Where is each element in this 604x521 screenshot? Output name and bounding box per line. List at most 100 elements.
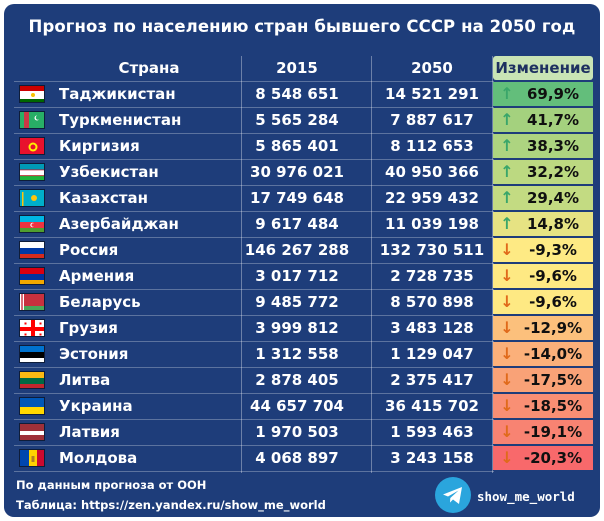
- change-cell: ↑ 41,7%: [493, 108, 593, 132]
- country-name: Литва: [59, 371, 111, 389]
- flag-kyrgyzstan-icon: [19, 137, 45, 155]
- channel-name[interactable]: show_me_world: [477, 489, 575, 504]
- table-row: Беларусь 9 485 772 8 570 898 ↓ -9,6%: [14, 290, 594, 314]
- table-row: Россия 146 267 288 132 730 511 ↓ -9,3%: [14, 238, 594, 262]
- population-2050: 132 730 511: [379, 241, 485, 259]
- row-divider: [14, 133, 494, 134]
- table-row: Эстония 1 312 558 1 129 047 ↓ -14,0%: [14, 342, 594, 366]
- change-value: 32,2%: [526, 163, 580, 181]
- table-row: Армения 3 017 712 2 728 735 ↓ -9,6%: [14, 264, 594, 288]
- change-cell: ↑ 29,4%: [493, 186, 593, 210]
- change-cell: ↓ -9,6%: [493, 290, 593, 314]
- table-header: Страна 2015 2050 Изменение: [14, 56, 594, 80]
- change-cell: ↑ 38,3%: [493, 134, 593, 158]
- population-2015: 3 017 712: [255, 267, 339, 285]
- change-value: 69,9%: [526, 85, 580, 103]
- population-2015: 1 312 558: [255, 345, 339, 363]
- population-2050: 1 129 047: [390, 345, 474, 363]
- change-cell: ↓ -14,0%: [493, 342, 593, 366]
- country-name: Грузия: [59, 319, 118, 337]
- table-row: Туркменистан 5 565 284 7 887 617 ↑ 41,7%: [14, 108, 594, 132]
- infographic-frame: Прогноз по населению стран бывшего СССР …: [4, 4, 600, 517]
- change-value: -18,5%: [523, 397, 583, 415]
- column-divider: [241, 56, 242, 473]
- arrow-down-icon: ↓: [500, 318, 514, 337]
- table-row: Узбекистан 30 976 021 40 950 366 ↑ 32,2%: [14, 160, 594, 184]
- population-2015: 5 865 401: [255, 137, 339, 155]
- row-divider: [14, 393, 494, 394]
- population-2015: 44 657 704: [250, 397, 344, 415]
- header-country: Страна: [118, 59, 180, 77]
- country-name: Россия: [59, 241, 119, 259]
- country-name: Молдова: [59, 449, 138, 467]
- population-2050: 1 593 463: [390, 423, 474, 441]
- change-cell: ↓ -9,6%: [493, 264, 593, 288]
- change-value: -17,5%: [523, 371, 583, 389]
- source-note: По данным прогноза от ООН: [16, 478, 207, 492]
- population-2015: 17 749 648: [250, 189, 344, 207]
- arrow-up-icon: ↑: [500, 188, 514, 207]
- arrow-down-icon: ↓: [500, 344, 514, 363]
- arrow-down-icon: ↓: [500, 292, 514, 311]
- flag-azerbaijan-icon: [19, 215, 45, 233]
- arrow-up-icon: ↑: [500, 110, 514, 129]
- flag-belarus-icon: [19, 293, 45, 311]
- column-divider: [492, 56, 493, 473]
- flag-ukraine-icon: [19, 397, 45, 415]
- table-row: Латвия 1 970 503 1 593 463 ↓ -19,1%: [14, 420, 594, 444]
- table-row: Таджикистан 8 548 651 14 521 291 ↑ 69,9%: [14, 82, 594, 106]
- change-value: -14,0%: [523, 345, 583, 363]
- change-cell: ↓ -19,1%: [493, 420, 593, 444]
- change-cell: ↑ 69,9%: [493, 82, 593, 106]
- row-divider: [14, 159, 494, 160]
- population-2050: 40 950 366: [385, 163, 479, 181]
- change-cell: ↓ -12,9%: [493, 316, 593, 340]
- flag-lithuania-icon: [19, 371, 45, 389]
- population-2050: 7 887 617: [390, 111, 474, 129]
- row-divider: [14, 341, 494, 342]
- country-name: Украина: [59, 397, 133, 415]
- population-2050: 2 728 735: [390, 267, 474, 285]
- flag-tajikistan-icon: [19, 85, 45, 103]
- population-2050: 3 483 128: [390, 319, 474, 337]
- country-name: Азербайджан: [59, 215, 179, 233]
- row-divider: [14, 289, 494, 290]
- arrow-down-icon: ↓: [500, 448, 514, 467]
- change-cell: ↑ 14,8%: [493, 212, 593, 236]
- change-cell: ↓ -9,3%: [493, 238, 593, 262]
- country-name: Беларусь: [59, 293, 141, 311]
- arrow-down-icon: ↓: [500, 266, 514, 285]
- arrow-up-icon: ↑: [500, 84, 514, 103]
- country-name: Латвия: [59, 423, 120, 441]
- table-row: Казахстан 17 749 648 22 959 432 ↑ 29,4%: [14, 186, 594, 210]
- table-link[interactable]: Таблица: https://zen.yandex.ru/show_me_w…: [16, 498, 326, 512]
- flag-turkmenistan-icon: [19, 111, 45, 129]
- population-2015: 9 485 772: [255, 293, 339, 311]
- change-value: -9,6%: [529, 267, 577, 285]
- change-value: 29,4%: [526, 189, 580, 207]
- country-name: Туркменистан: [59, 111, 182, 129]
- population-2050: 8 570 898: [390, 293, 474, 311]
- population-2050: 14 521 291: [385, 85, 479, 103]
- header-change: Изменение: [493, 56, 593, 80]
- country-name: Казахстан: [59, 189, 148, 207]
- change-value: -20,3%: [523, 449, 583, 467]
- row-divider: [14, 185, 494, 186]
- change-value: 41,7%: [526, 111, 580, 129]
- population-table: Страна 2015 2050 Изменение Таджикистан 8 …: [14, 56, 594, 473]
- row-divider: [14, 211, 494, 212]
- row-divider: [14, 367, 494, 368]
- arrow-up-icon: ↑: [500, 136, 514, 155]
- change-value: 14,8%: [526, 215, 580, 233]
- row-divider: [14, 419, 494, 420]
- telegram-icon[interactable]: [435, 477, 471, 513]
- change-value: -9,6%: [529, 293, 577, 311]
- arrow-down-icon: ↓: [500, 422, 514, 441]
- population-2015: 2 878 405: [255, 371, 339, 389]
- arrow-up-icon: ↑: [500, 162, 514, 181]
- population-2015: 5 565 284: [255, 111, 339, 129]
- row-divider: [14, 445, 494, 446]
- country-name: Киргизия: [59, 137, 140, 155]
- table-row: Киргизия 5 865 401 8 112 653 ↑ 38,3%: [14, 134, 594, 158]
- population-2050: 36 415 702: [385, 397, 479, 415]
